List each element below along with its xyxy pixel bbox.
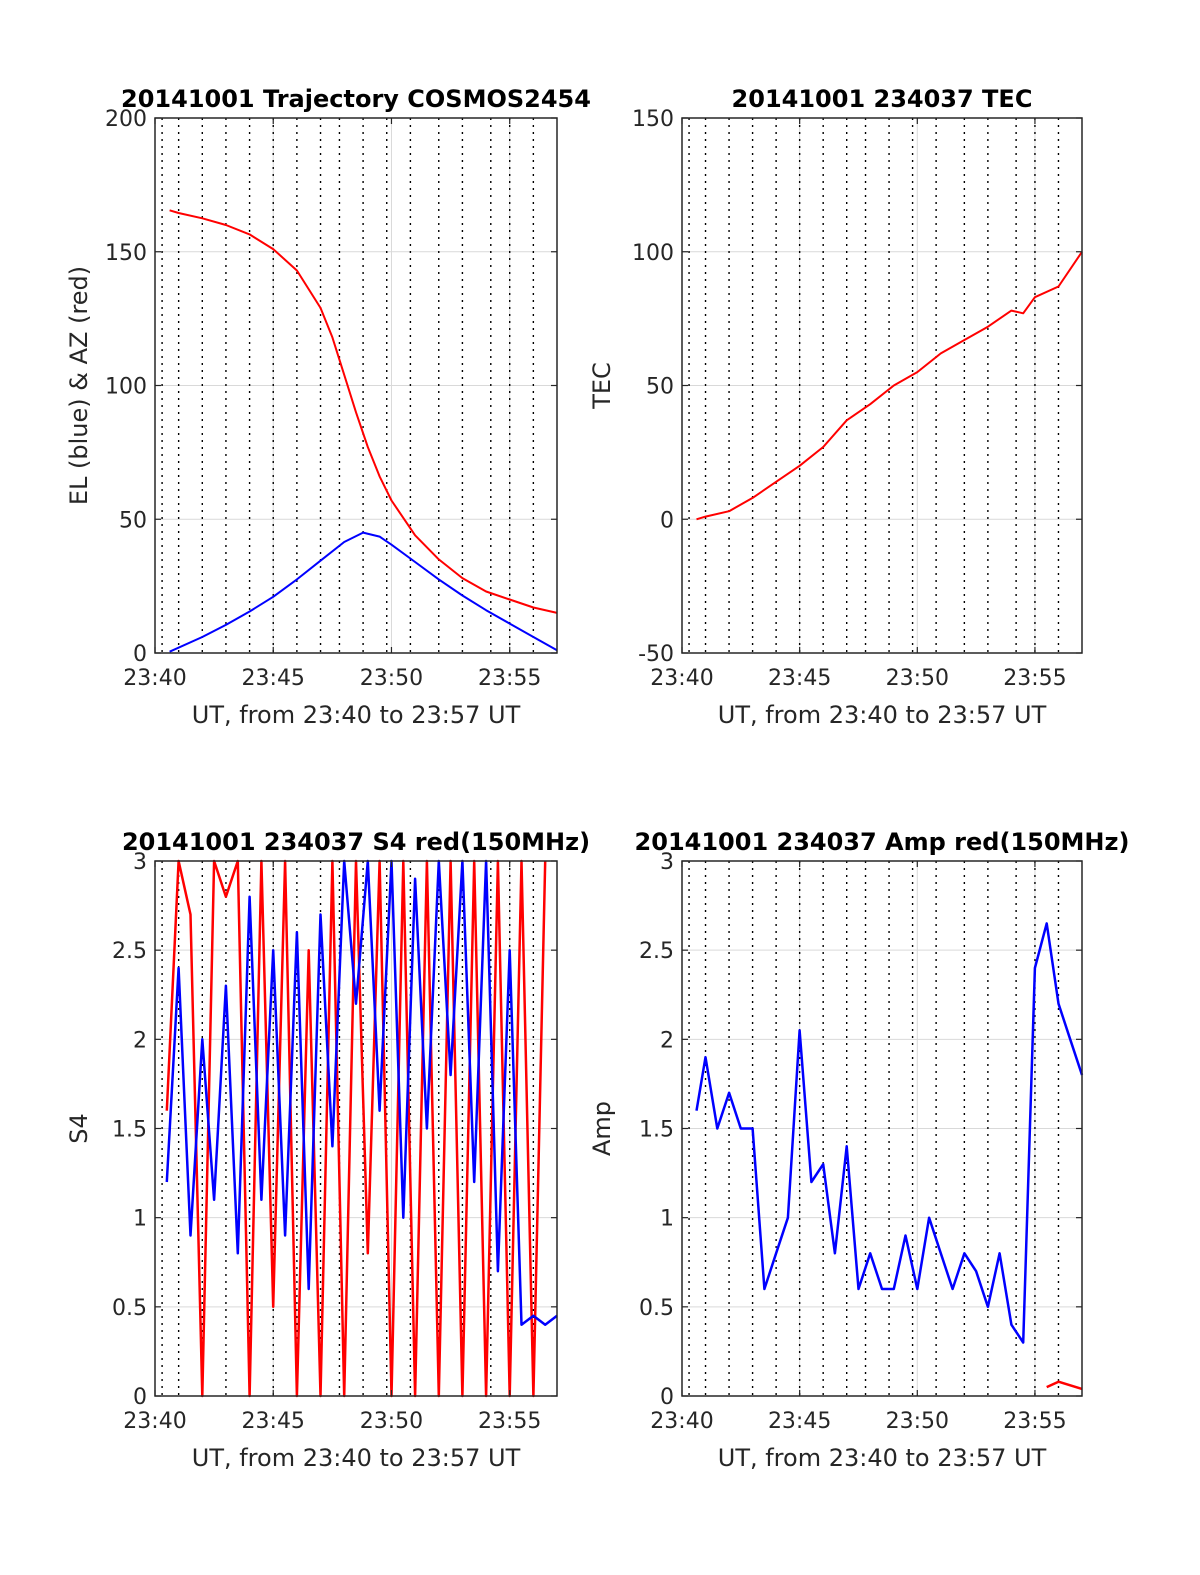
- panel-s4: 0 0.5 1 1.5 2 2.5 3 23:40 23:45 23:50 23:55 2014100…: [65, 828, 590, 1472]
- chart-title: 20141001 234037 S4 red(150MHz): [122, 828, 590, 856]
- x-axis-label: UT, from 23:40 to 23:57 UT: [718, 701, 1047, 729]
- y-tick-label: 2: [660, 1028, 674, 1053]
- y-tick-label: 0.5: [112, 1296, 147, 1321]
- series-line-red: [169, 209, 558, 614]
- series-line-blue: [695, 922, 1084, 1344]
- x-tick-label: 23:55: [478, 666, 541, 691]
- y-tick-label: 1: [133, 1207, 147, 1232]
- y-tick-label: 0: [660, 1385, 674, 1410]
- panel-trajectory: 0 50 100 150 200 23:40 23:45 23:50 23:55 20141001…: [65, 85, 591, 729]
- x-tick-label: 23:40: [123, 666, 186, 691]
- panel-amp: 0 0.5 1 1.5 2 2.5 3 23:40 23:45 23:50 23:55 2014100…: [588, 828, 1129, 1472]
- y-tick-label: 0: [660, 508, 674, 533]
- y-tick-label: 2.5: [639, 939, 674, 964]
- x-tick-label: 23:50: [360, 666, 423, 691]
- x-tick-label: 23:55: [478, 1409, 541, 1434]
- y-tick-label: 3: [133, 850, 147, 875]
- y-tick-label: 50: [646, 375, 674, 400]
- chart-title: 20141001 Trajectory COSMOS2454: [121, 85, 591, 113]
- series-line-red: [1046, 1380, 1083, 1391]
- y-tick-label: 3: [660, 850, 674, 875]
- chart-title: 20141001 234037 TEC: [732, 85, 1033, 113]
- y-tick-label: 100: [105, 375, 147, 400]
- series-line-blue: [165, 859, 558, 1326]
- y-axis-label: EL (blue) & AZ (red): [65, 266, 93, 505]
- y-tick-label: 2.5: [112, 939, 147, 964]
- y-tick-label: 150: [105, 241, 147, 266]
- x-tick-label: 23:55: [1003, 1409, 1066, 1434]
- chart-title: 20141001 234037 Amp red(150MHz): [635, 828, 1130, 856]
- x-tick-label: 23:40: [123, 1409, 186, 1434]
- y-tick-label: 1.5: [639, 1118, 674, 1143]
- x-tick-label: 23:40: [650, 1409, 713, 1434]
- y-tick-label: 200: [105, 107, 147, 132]
- y-tick-label: 1: [660, 1207, 674, 1232]
- y-tick-label: 0.5: [639, 1296, 674, 1321]
- x-tick-label: 23:50: [886, 666, 949, 691]
- x-tick-label: 23:45: [768, 1409, 831, 1434]
- y-tick-label: 1.5: [112, 1118, 147, 1143]
- y-tick-label: 50: [119, 508, 147, 533]
- series-line-blue: [169, 531, 558, 653]
- x-tick-label: 23:50: [360, 1409, 423, 1434]
- y-tick-label: 150: [632, 107, 674, 132]
- y-tick-label: 2: [133, 1028, 147, 1053]
- y-axis-label: S4: [65, 1113, 93, 1144]
- y-axis-label: TEC: [588, 362, 616, 410]
- x-tick-label: 23:55: [1003, 666, 1066, 691]
- y-tick-label: 0: [133, 1385, 147, 1410]
- x-axis-label: UT, from 23:40 to 23:57 UT: [192, 701, 521, 729]
- x-tick-label: 23:40: [650, 666, 713, 691]
- x-axis-label: UT, from 23:40 to 23:57 UT: [192, 1444, 521, 1472]
- panel-tec: -50 0 50 100 150 23:40 23:45 23:50 23:55 20141001…: [588, 85, 1083, 729]
- series-line-red: [696, 251, 1083, 521]
- x-tick-label: 23:45: [242, 1409, 305, 1434]
- x-tick-label: 23:45: [768, 666, 831, 691]
- x-tick-label: 23:45: [242, 666, 305, 691]
- x-tick-label: 23:50: [886, 1409, 949, 1434]
- y-tick-label: 100: [632, 241, 674, 266]
- y-tick-label: -50: [638, 642, 674, 667]
- y-axis-label: Amp: [588, 1101, 616, 1156]
- x-axis-label: UT, from 23:40 to 23:57 UT: [718, 1444, 1047, 1472]
- y-tick-label: 0: [133, 642, 147, 667]
